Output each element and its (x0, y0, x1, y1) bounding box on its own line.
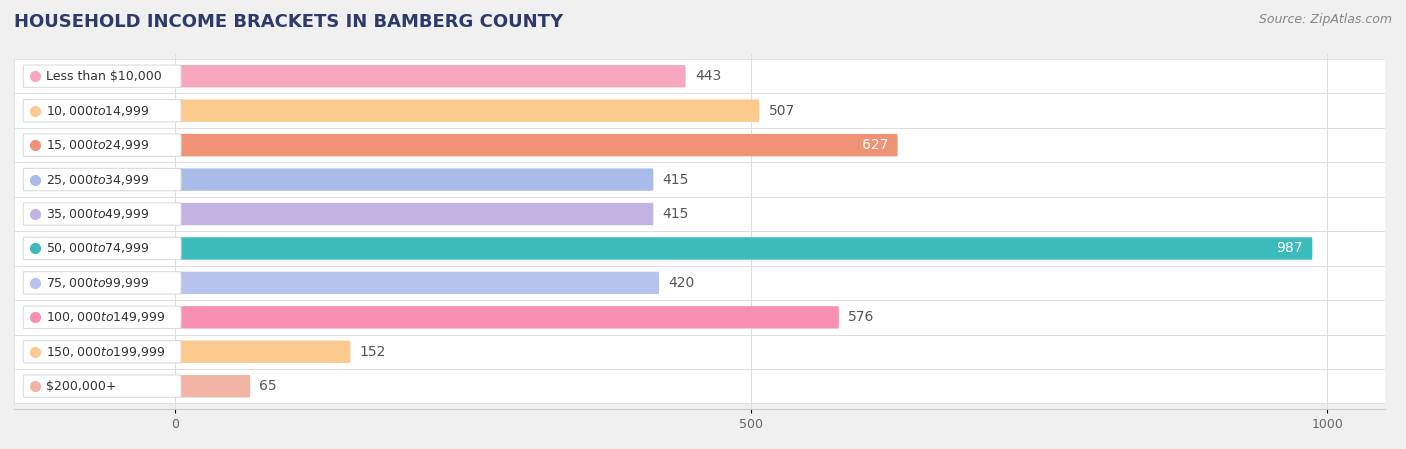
FancyBboxPatch shape (176, 237, 1312, 260)
FancyBboxPatch shape (176, 65, 686, 88)
Text: Less than $10,000: Less than $10,000 (46, 70, 162, 83)
Bar (14, 197, 1385, 231)
FancyBboxPatch shape (24, 65, 181, 88)
FancyBboxPatch shape (176, 100, 759, 122)
Text: 420: 420 (668, 276, 695, 290)
Text: 152: 152 (360, 345, 387, 359)
FancyBboxPatch shape (176, 272, 659, 294)
Text: $100,000 to $149,999: $100,000 to $149,999 (46, 310, 166, 324)
FancyBboxPatch shape (176, 375, 250, 397)
Text: 987: 987 (1277, 242, 1303, 255)
FancyBboxPatch shape (24, 375, 181, 397)
FancyBboxPatch shape (24, 341, 181, 363)
Text: 443: 443 (695, 69, 721, 83)
Text: 576: 576 (848, 310, 875, 324)
Bar (14, 335, 1385, 369)
Bar (14, 163, 1385, 197)
Bar (14, 300, 1385, 335)
FancyBboxPatch shape (176, 203, 654, 225)
FancyBboxPatch shape (176, 341, 350, 363)
Text: 627: 627 (862, 138, 889, 152)
FancyBboxPatch shape (24, 203, 181, 225)
FancyBboxPatch shape (176, 134, 897, 156)
Text: 415: 415 (662, 172, 689, 187)
Bar (14, 128, 1385, 163)
Bar (14, 266, 1385, 300)
Bar (14, 93, 1385, 128)
FancyBboxPatch shape (24, 306, 181, 329)
Text: $25,000 to $34,999: $25,000 to $34,999 (46, 172, 150, 187)
Text: $35,000 to $49,999: $35,000 to $49,999 (46, 207, 150, 221)
Text: 65: 65 (260, 379, 277, 393)
Text: Source: ZipAtlas.com: Source: ZipAtlas.com (1258, 13, 1392, 26)
FancyBboxPatch shape (176, 306, 839, 329)
FancyBboxPatch shape (176, 168, 654, 191)
Text: $10,000 to $14,999: $10,000 to $14,999 (46, 104, 150, 118)
FancyBboxPatch shape (24, 134, 181, 156)
Text: $15,000 to $24,999: $15,000 to $24,999 (46, 138, 150, 152)
Text: $150,000 to $199,999: $150,000 to $199,999 (46, 345, 166, 359)
Text: $50,000 to $74,999: $50,000 to $74,999 (46, 242, 150, 255)
FancyBboxPatch shape (24, 272, 181, 294)
FancyBboxPatch shape (24, 237, 181, 260)
Text: 415: 415 (662, 207, 689, 221)
Bar (14, 369, 1385, 403)
Bar (14, 59, 1385, 93)
Text: HOUSEHOLD INCOME BRACKETS IN BAMBERG COUNTY: HOUSEHOLD INCOME BRACKETS IN BAMBERG COU… (14, 13, 564, 31)
Bar (14, 231, 1385, 266)
Text: 507: 507 (769, 104, 794, 118)
FancyBboxPatch shape (24, 100, 181, 122)
FancyBboxPatch shape (24, 168, 181, 191)
Text: $200,000+: $200,000+ (46, 380, 117, 393)
Text: $75,000 to $99,999: $75,000 to $99,999 (46, 276, 150, 290)
